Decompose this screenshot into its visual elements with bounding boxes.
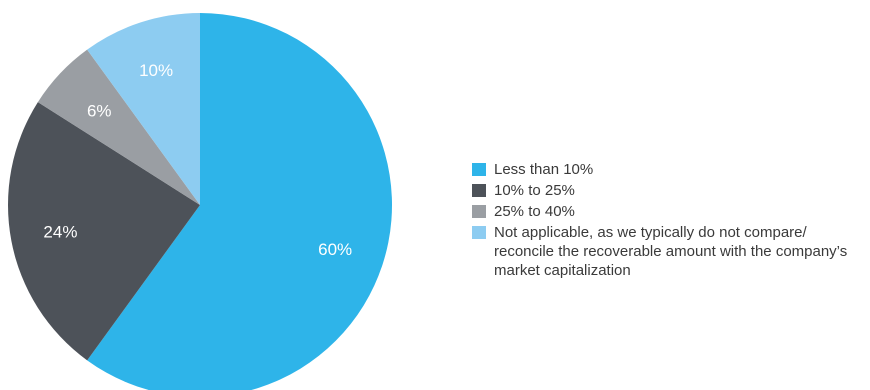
- legend-label: Not applicable, as we typically do not c…: [494, 224, 848, 279]
- slice-less-than-10-label: 60%: [318, 240, 352, 259]
- legend-label: 10% to 25%: [494, 182, 575, 199]
- slice-not-applicable-label: 10%: [139, 61, 173, 80]
- pie-chart: 60% 24% 6% 10%: [7, 12, 392, 390]
- pie-data-labels: 60% 24% 6% 10%: [43, 61, 352, 259]
- legend-label: Less than 10%: [494, 161, 594, 178]
- slice-not-applicable: [87, 12, 200, 205]
- pie-slices: [7, 12, 392, 390]
- legend-item: 10% to 25%: [472, 181, 864, 200]
- legend-label: 25% to 40%: [494, 203, 575, 220]
- legend-swatch: [472, 163, 486, 176]
- legend-item: Less than 10%: [472, 160, 864, 179]
- legend-item: Not applicable, as we typically do not c…: [472, 223, 864, 280]
- legend: Less than 10% 10% to 25% 25% to 40% Not app…: [472, 160, 864, 282]
- legend-swatch: [472, 226, 486, 239]
- slice-10-to-25: [7, 102, 200, 361]
- slice-25-to-40-label: 6%: [87, 101, 112, 120]
- slice-10-to-25-label: 24%: [43, 223, 77, 242]
- legend-swatch: [472, 184, 486, 197]
- legend-item: 25% to 40%: [472, 202, 864, 221]
- slice-less-than-10: [87, 13, 392, 390]
- legend-swatch: [472, 205, 486, 218]
- slice-25-to-40: [37, 49, 200, 206]
